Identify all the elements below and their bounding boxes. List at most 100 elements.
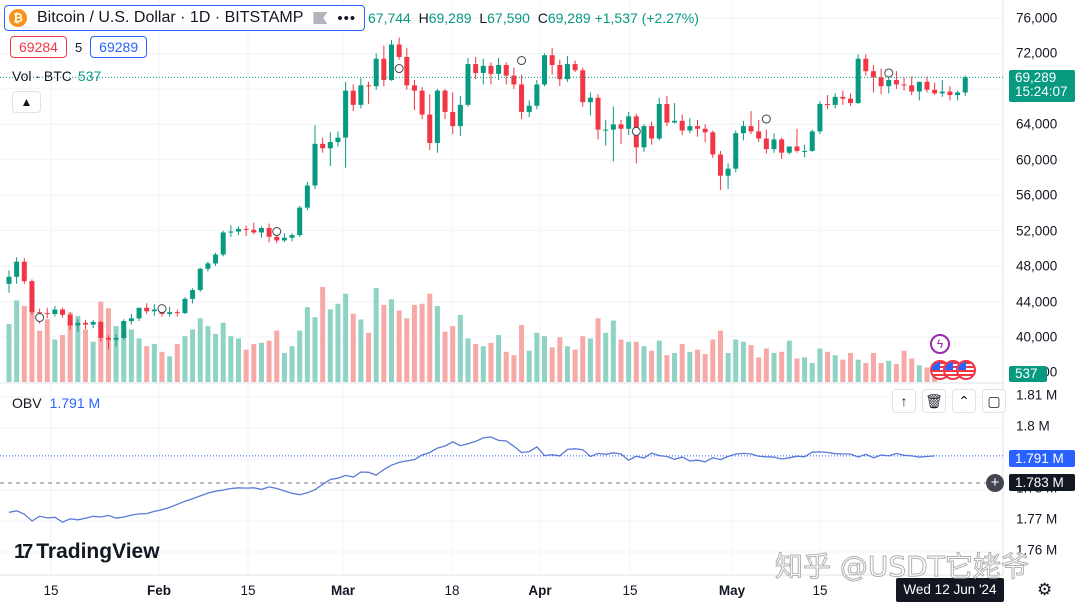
- volume-bar: [817, 348, 823, 382]
- candle-body: [251, 229, 257, 233]
- volume-bars: [6, 287, 938, 382]
- candle-body: [542, 55, 547, 85]
- volume-bar: [519, 325, 525, 382]
- candle-body: [144, 307, 150, 312]
- obv-legend[interactable]: OBV 1.791 M: [12, 395, 100, 411]
- candle-body: [916, 81, 922, 92]
- trade-price-boxes: 69284 5 69289: [10, 36, 148, 58]
- volume-bar: [863, 363, 869, 382]
- volume-legend-value: 537: [77, 68, 102, 84]
- candle-body: [519, 84, 525, 112]
- close-value: 69,289: [547, 10, 591, 26]
- symbol-legend[interactable]: ₿ Bitcoin / U.S. Dollar · 1D · BITSTAMP …: [4, 5, 366, 31]
- more-icon[interactable]: •••: [337, 9, 357, 27]
- volume-bar: [848, 352, 853, 382]
- candle-body: [52, 309, 58, 314]
- candle-body: [98, 321, 104, 338]
- crosshair-plus-icon[interactable]: +: [986, 474, 1004, 492]
- collapse-legend-button[interactable]: ▲: [12, 91, 41, 113]
- obv-line: [8, 436, 935, 523]
- volume-bar: [695, 349, 700, 382]
- volume-bar: [136, 338, 142, 382]
- volume-bar: [60, 335, 66, 382]
- candle-body: [924, 81, 930, 90]
- maximize-pane-button[interactable]: ▢: [982, 389, 1006, 413]
- volume-bar: [197, 318, 203, 382]
- obv-legend-value: 1.791 M: [49, 395, 101, 411]
- volume-bar: [924, 367, 930, 382]
- volume-bar: [526, 350, 532, 382]
- last-price-label: 69,289 15:24:07: [1009, 70, 1075, 102]
- collapse-pane-button[interactable]: ⌃: [952, 389, 976, 413]
- candle-body: [343, 90, 349, 138]
- candle-body: [274, 236, 280, 241]
- candle-body: [381, 58, 387, 81]
- volume-bar: [243, 349, 249, 382]
- candle-body: [44, 313, 50, 315]
- volume-bar: [503, 351, 509, 382]
- spread-value: 5: [74, 39, 83, 55]
- volume-legend[interactable]: Vol · BTC 537: [12, 68, 101, 84]
- candle-body: [740, 126, 746, 134]
- volume-legend-label: Vol · BTC: [12, 68, 72, 84]
- volume-bar: [90, 341, 96, 382]
- buy-price-button[interactable]: 69289: [90, 36, 148, 58]
- time-tick-label: May: [718, 583, 746, 598]
- price-tick-label: 76,000: [1016, 10, 1058, 26]
- candle-body: [396, 44, 402, 57]
- candle-body: [717, 154, 723, 176]
- volume-bar: [771, 352, 777, 382]
- volume-bar: [763, 348, 769, 382]
- volume-bar: [649, 350, 655, 382]
- volume-bar: [159, 351, 165, 382]
- volume-bar: [128, 329, 134, 382]
- volume-bar: [343, 293, 349, 382]
- volume-bar: [794, 358, 800, 382]
- price-tick-label: 72,000: [1016, 45, 1058, 61]
- candle-body: [496, 64, 502, 74]
- event-marker: [631, 126, 641, 136]
- volume-bar: [480, 346, 486, 382]
- candle-body: [962, 77, 968, 93]
- candle-body: [817, 103, 823, 132]
- volume-bar: [756, 357, 762, 382]
- candle-body: [266, 228, 272, 237]
- volume-bar: [389, 299, 394, 382]
- candle-body: [335, 137, 341, 143]
- volume-bar: [320, 287, 326, 382]
- volume-bar: [656, 340, 662, 382]
- settings-icon[interactable]: ⚙: [1037, 580, 1053, 599]
- candle-body: [534, 84, 540, 106]
- collapse-pane-icon: ⌃: [958, 392, 970, 409]
- time-tick-label: 15: [43, 583, 59, 598]
- candle-body: [427, 114, 433, 143]
- volume-bar: [557, 337, 563, 382]
- volume-bar: [465, 338, 471, 382]
- volume-bar: [916, 365, 922, 382]
- tradingview-logo[interactable]: 17 TradingView: [14, 540, 160, 564]
- volume-bar: [893, 364, 899, 382]
- flash-icon[interactable]: ϟ: [930, 334, 950, 354]
- time-tick-label: 15: [240, 583, 256, 598]
- candle-body: [840, 96, 846, 99]
- candle-body: [67, 314, 73, 326]
- volume-bar: [641, 346, 647, 382]
- symbol-title[interactable]: Bitcoin / U.S. Dollar · 1D · BITSTAMP: [37, 9, 304, 26]
- volume-bar: [98, 301, 104, 382]
- candle-body: [473, 64, 479, 73]
- sell-price-button[interactable]: 69284: [10, 36, 67, 58]
- flag-icon[interactable]: [313, 12, 328, 24]
- time-tick-label: 18: [444, 583, 460, 598]
- candle-body: [281, 237, 287, 241]
- us-flag-icon[interactable]: [956, 360, 976, 380]
- volume-bar: [740, 341, 746, 382]
- volume-bar: [411, 304, 417, 382]
- volume-last-label: 537: [1009, 366, 1047, 382]
- delete-pane-button[interactable]: 🗑: [922, 389, 946, 413]
- volume-bar: [113, 326, 119, 382]
- move-pane-up-button[interactable]: ↑: [892, 389, 916, 413]
- volume-bar: [220, 322, 226, 382]
- candle-body: [557, 64, 563, 80]
